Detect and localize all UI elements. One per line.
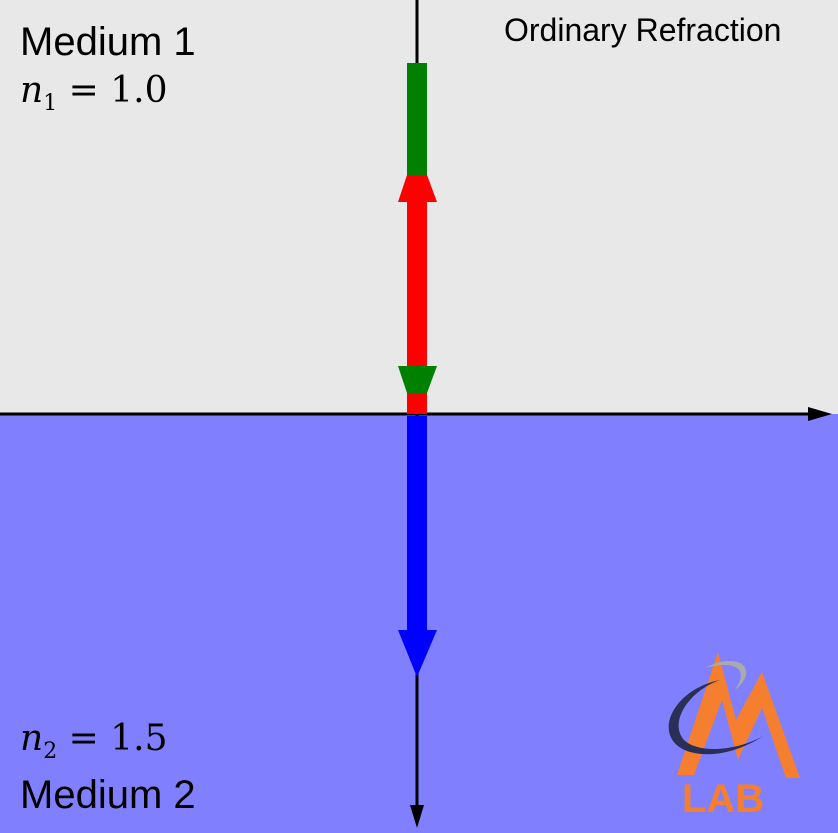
vertical-axis-arrowhead <box>410 805 424 828</box>
reflected-arrowhead <box>398 175 437 202</box>
n-symbol: n <box>20 70 44 111</box>
interface-axis-arrowhead <box>808 407 832 421</box>
n-value: = 1.0 <box>68 70 168 111</box>
diagram-title: Ordinary Refraction <box>504 12 782 48</box>
medium-2-index: n2 = 1.5 <box>20 718 168 764</box>
n-subscript: 1 <box>43 91 58 117</box>
n-subscript: 2 <box>43 739 58 765</box>
medium-1-label: Medium 1 <box>20 20 196 64</box>
incident-arrowhead <box>398 366 437 393</box>
transmitted-ray <box>407 416 427 632</box>
mlab-logo: LAB <box>668 652 800 821</box>
n-value: = 1.5 <box>68 718 168 759</box>
svg-text:LAB: LAB <box>682 777 764 821</box>
reflected-ray <box>407 200 427 414</box>
medium-1-index: n1 = 1.0 <box>20 70 168 116</box>
n-symbol: n <box>20 718 44 759</box>
transmitted-arrowhead <box>398 630 437 677</box>
medium-2-label: Medium 2 <box>20 773 196 817</box>
incident-ray <box>407 63 427 178</box>
